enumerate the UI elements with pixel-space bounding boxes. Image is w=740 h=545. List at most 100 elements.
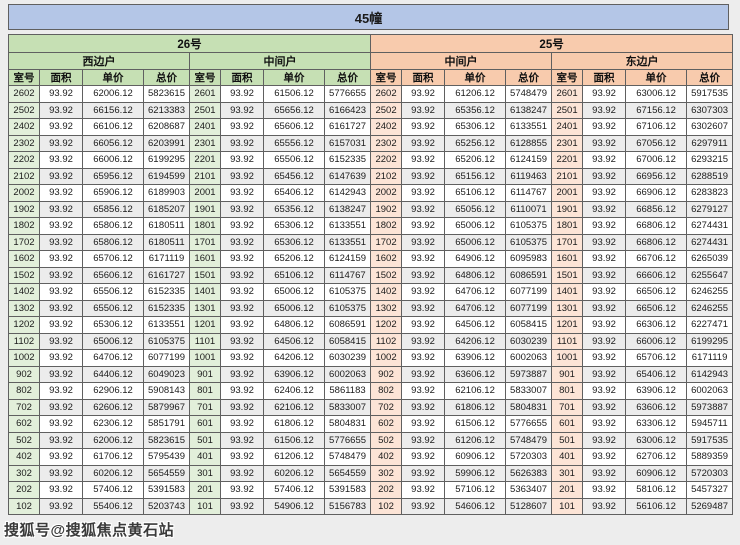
value-cell: 6114767 <box>505 184 553 202</box>
value-cell: 5776655 <box>323 431 372 449</box>
value-cell: 62006.12 <box>82 85 144 103</box>
value-cell: 93.92 <box>401 497 446 515</box>
value-cell: 93.92 <box>401 118 446 136</box>
value-cell: 64706.12 <box>444 299 507 317</box>
value-cell: 6152335 <box>143 299 190 317</box>
value-cell: 65306.12 <box>444 118 507 136</box>
value-cell: 5889359 <box>686 448 734 466</box>
value-cell: 62106.12 <box>444 382 507 400</box>
room-cell: 1002 <box>8 349 40 367</box>
value-cell: 65206.12 <box>444 151 507 169</box>
room-cell: 2301 <box>189 134 221 152</box>
room-cell: 1101 <box>189 332 221 350</box>
value-cell: 93.92 <box>39 431 83 449</box>
room-cell: 2401 <box>189 118 221 136</box>
value-cell: 93.92 <box>220 167 264 185</box>
value-cell: 93.92 <box>39 184 83 202</box>
value-cell: 93.92 <box>582 415 627 433</box>
value-cell: 64406.12 <box>82 365 144 383</box>
value-cell: 60906.12 <box>444 448 507 466</box>
value-cell: 6171119 <box>686 349 734 367</box>
value-cell: 5269487 <box>686 497 734 515</box>
value-cell: 65856.12 <box>82 200 144 218</box>
value-cell: 93.92 <box>220 299 264 317</box>
value-cell: 66706.12 <box>625 250 688 268</box>
value-cell: 6077199 <box>143 349 190 367</box>
value-cell: 93.92 <box>220 349 264 367</box>
value-cell: 6157031 <box>323 134 372 152</box>
table-row: 1002 93.92 64706.12 6077199 1001 93.92 64206.1… <box>8 349 734 367</box>
value-cell: 61206.12 <box>444 85 507 103</box>
value-cell: 6213383 <box>143 101 190 119</box>
room-cell: 101 <box>551 497 584 515</box>
value-cell: 5861183 <box>323 382 372 400</box>
value-cell: 93.92 <box>582 283 627 301</box>
value-cell: 93.92 <box>39 266 83 284</box>
value-cell: 93.92 <box>220 316 264 334</box>
value-cell: 93.92 <box>582 200 627 218</box>
value-cell: 6293215 <box>686 151 734 169</box>
room-cell: 2102 <box>8 167 40 185</box>
room-cell: 301 <box>189 464 221 482</box>
value-cell: 65006.12 <box>444 217 507 235</box>
value-cell: 6086591 <box>505 266 553 284</box>
value-cell: 64806.12 <box>444 266 507 284</box>
value-cell: 93.92 <box>39 101 83 119</box>
column-header: 单价 <box>625 69 688 86</box>
column-header: 面积 <box>220 69 264 86</box>
value-cell: 6161727 <box>143 266 190 284</box>
value-cell: 93.92 <box>582 118 627 136</box>
value-cell: 93.92 <box>582 382 627 400</box>
value-cell: 66006.12 <box>625 332 688 350</box>
room-cell: 502 <box>8 431 40 449</box>
value-cell: 65256.12 <box>444 134 507 152</box>
value-cell: 65906.12 <box>82 184 144 202</box>
room-cell: 1702 <box>8 233 40 251</box>
value-cell: 93.92 <box>582 167 627 185</box>
value-cell: 93.92 <box>401 464 446 482</box>
value-cell: 5804831 <box>505 398 553 416</box>
value-cell: 5128607 <box>505 497 553 515</box>
value-cell: 93.92 <box>220 398 264 416</box>
table-row: 102 93.92 55406.12 5203743 101 93.92 54906.12 5… <box>8 497 734 515</box>
value-cell: 6077199 <box>505 299 553 317</box>
value-cell: 65006.12 <box>82 332 144 350</box>
value-cell: 6110071 <box>505 200 553 218</box>
value-cell: 6049023 <box>143 365 190 383</box>
value-cell: 59906.12 <box>444 464 507 482</box>
value-cell: 6002063 <box>323 365 372 383</box>
value-cell: 63906.12 <box>625 382 688 400</box>
value-cell: 60906.12 <box>625 464 688 482</box>
value-cell: 93.92 <box>401 134 446 152</box>
value-cell: 67156.12 <box>625 101 688 119</box>
room-cell: 402 <box>8 448 40 466</box>
value-cell: 93.92 <box>220 415 264 433</box>
value-cell: 93.92 <box>39 250 83 268</box>
value-cell: 93.92 <box>582 85 627 103</box>
value-cell: 93.92 <box>582 448 627 466</box>
value-cell: 93.92 <box>401 365 446 383</box>
value-cell: 93.92 <box>39 151 83 169</box>
value-cell: 93.92 <box>220 382 264 400</box>
value-cell: 93.92 <box>220 332 264 350</box>
table-row: 1702 93.92 65806.12 6180511 1701 93.92 65306.1… <box>8 233 734 251</box>
room-cell: 1502 <box>370 266 403 284</box>
value-cell: 65806.12 <box>82 233 144 251</box>
value-cell: 66606.12 <box>625 266 688 284</box>
room-cell: 1402 <box>8 283 40 301</box>
value-cell: 93.92 <box>401 101 446 119</box>
value-cell: 62306.12 <box>82 415 144 433</box>
room-cell: 2101 <box>189 167 221 185</box>
value-cell: 66906.12 <box>625 184 688 202</box>
table-row: 2302 93.92 66056.12 6203991 2301 93.92 65556.1… <box>8 134 734 152</box>
room-cell: 1801 <box>189 217 221 235</box>
value-cell: 6077199 <box>505 283 553 301</box>
value-cell: 93.92 <box>582 431 627 449</box>
value-cell: 66106.12 <box>82 118 144 136</box>
value-cell: 6002063 <box>505 349 553 367</box>
value-cell: 93.92 <box>582 481 627 499</box>
room-cell: 1802 <box>370 217 403 235</box>
value-cell: 65006.12 <box>263 283 325 301</box>
value-cell: 64806.12 <box>263 316 325 334</box>
